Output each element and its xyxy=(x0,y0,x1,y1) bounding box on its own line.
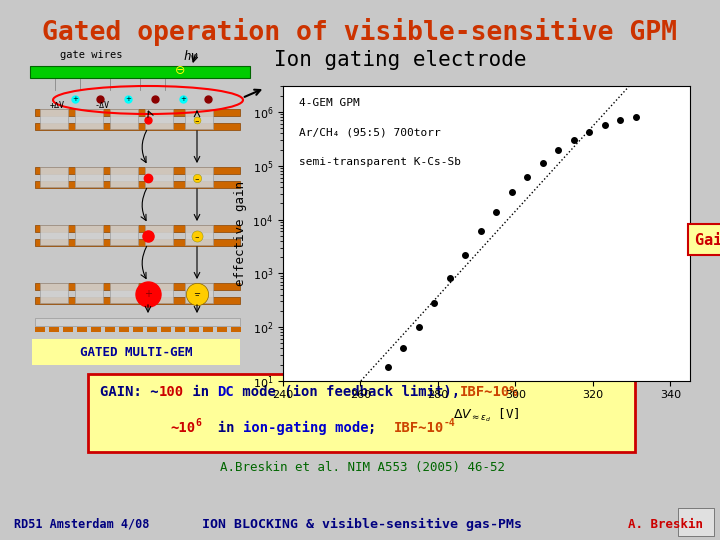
Bar xyxy=(110,167,138,187)
Text: +: + xyxy=(125,96,131,102)
Bar xyxy=(217,327,227,332)
Text: A.Breskin et al. NIM A553 (2005) 46-52: A.Breskin et al. NIM A553 (2005) 46-52 xyxy=(220,462,505,475)
Bar xyxy=(75,167,103,187)
Text: Ion gating electrode: Ion gating electrode xyxy=(274,50,526,70)
Text: Gated operation of visible-sensitive GPM: Gated operation of visible-sensitive GPM xyxy=(42,18,678,46)
Text: 4-GEM GPM: 4-GEM GPM xyxy=(300,98,360,108)
Bar xyxy=(203,327,213,332)
Bar xyxy=(110,225,138,245)
Text: Ar/CH₄ (95:5) 700torr: Ar/CH₄ (95:5) 700torr xyxy=(300,127,441,138)
Bar xyxy=(119,327,129,332)
Bar xyxy=(147,327,157,332)
Bar xyxy=(35,181,240,188)
Text: mode (ion feedback limit),: mode (ion feedback limit), xyxy=(234,385,460,399)
Text: DC: DC xyxy=(217,385,234,399)
Text: ~10: ~10 xyxy=(170,421,195,435)
Bar xyxy=(35,283,240,290)
Bar xyxy=(30,66,250,78)
Bar xyxy=(185,109,213,129)
Bar xyxy=(63,327,73,332)
Bar xyxy=(145,167,173,187)
Bar xyxy=(40,109,68,129)
Text: gate wires: gate wires xyxy=(60,50,122,60)
Text: in: in xyxy=(201,421,243,435)
Text: 100: 100 xyxy=(158,385,184,399)
Bar xyxy=(145,109,173,129)
Bar xyxy=(35,167,240,174)
Bar xyxy=(35,297,240,304)
Text: in: in xyxy=(184,385,217,399)
Text: 6: 6 xyxy=(195,418,201,428)
Text: -ΔV: -ΔV xyxy=(95,101,110,110)
Bar xyxy=(40,283,68,303)
Text: Gain~10$^6$: Gain~10$^6$ xyxy=(694,230,720,249)
Bar xyxy=(35,327,45,332)
Text: RD51 Amsterdam 4/08: RD51 Amsterdam 4/08 xyxy=(14,517,149,530)
Text: +: + xyxy=(180,96,186,102)
Text: +: + xyxy=(72,96,78,102)
Text: −: − xyxy=(194,289,200,299)
Text: ION BLOCKING & visible-sensitive gas-PMs: ION BLOCKING & visible-sensitive gas-PMs xyxy=(202,517,522,530)
Bar xyxy=(678,508,714,536)
Bar xyxy=(77,327,87,332)
Bar xyxy=(35,318,240,326)
Text: −: − xyxy=(194,118,199,123)
Text: A. Breskin: A. Breskin xyxy=(628,517,703,530)
Bar xyxy=(75,109,103,129)
Bar xyxy=(35,109,240,116)
Text: −: − xyxy=(194,234,199,239)
Bar xyxy=(189,327,199,332)
Bar xyxy=(145,225,173,245)
Text: GAIN: ~: GAIN: ~ xyxy=(100,385,158,399)
Text: +ΔV: +ΔV xyxy=(50,101,65,110)
Bar xyxy=(175,327,185,332)
Text: +: + xyxy=(144,289,152,299)
Bar xyxy=(40,225,68,245)
Bar xyxy=(105,327,115,332)
Text: -4: -4 xyxy=(444,418,456,428)
Bar xyxy=(110,283,138,303)
Bar xyxy=(35,123,240,130)
Bar xyxy=(133,327,143,332)
Y-axis label: effective gain: effective gain xyxy=(234,181,247,286)
Bar xyxy=(110,109,138,129)
Bar xyxy=(231,327,241,332)
Text: IBF~10: IBF~10 xyxy=(394,421,444,435)
Bar xyxy=(185,225,213,245)
Bar xyxy=(75,225,103,245)
Text: IBF~10%: IBF~10% xyxy=(460,385,518,399)
Bar xyxy=(91,327,101,332)
Text: semi-transparent K-Cs-Sb: semi-transparent K-Cs-Sb xyxy=(300,157,462,167)
Bar xyxy=(185,167,213,187)
Bar xyxy=(75,283,103,303)
Text: −: − xyxy=(194,292,199,297)
Bar xyxy=(49,327,59,332)
Bar xyxy=(32,339,240,365)
Text: ;: ; xyxy=(369,421,394,435)
Bar xyxy=(35,225,240,232)
Text: −: − xyxy=(194,176,199,181)
X-axis label: $\Delta V_{\approx\varepsilon_d}$ [V]: $\Delta V_{\approx\varepsilon_d}$ [V] xyxy=(453,406,520,423)
Bar xyxy=(145,283,173,303)
Text: GATED MULTI-GEM: GATED MULTI-GEM xyxy=(80,346,192,359)
Text: hν: hν xyxy=(183,50,198,63)
Text: ⊖: ⊖ xyxy=(175,64,185,77)
Bar xyxy=(185,283,213,303)
Bar xyxy=(35,239,240,246)
Bar xyxy=(40,167,68,187)
Bar xyxy=(161,327,171,332)
Bar xyxy=(88,374,635,452)
Text: ion-gating mode: ion-gating mode xyxy=(243,421,369,435)
